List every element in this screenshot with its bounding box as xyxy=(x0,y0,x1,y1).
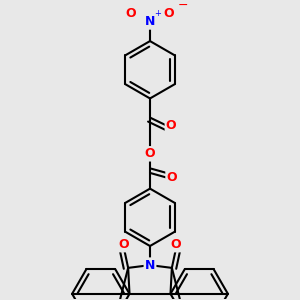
Text: +: + xyxy=(154,9,161,18)
Text: N: N xyxy=(145,259,155,272)
Text: −: − xyxy=(177,0,188,12)
Text: O: O xyxy=(167,171,177,184)
Text: O: O xyxy=(119,238,129,251)
Text: O: O xyxy=(166,119,176,132)
Text: O: O xyxy=(145,147,155,160)
Text: O: O xyxy=(171,238,181,251)
Text: O: O xyxy=(126,7,136,20)
Text: O: O xyxy=(164,7,174,20)
Text: N: N xyxy=(145,15,155,28)
